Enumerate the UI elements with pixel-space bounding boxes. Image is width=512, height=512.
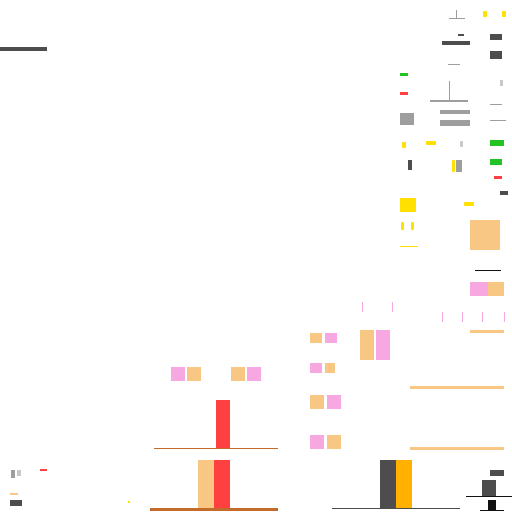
dark-block-icon <box>490 51 502 59</box>
yellow-marker-icon <box>483 11 487 17</box>
yellow-block <box>400 198 416 212</box>
gray-dot-icon <box>460 141 463 147</box>
orange-bar <box>396 460 412 508</box>
dark-shape-icon <box>490 470 504 476</box>
pink-widget <box>310 363 322 373</box>
tick-glyph <box>490 120 506 121</box>
peach-widget <box>310 395 324 409</box>
gray-box-icon <box>400 113 414 125</box>
peach-widget <box>325 363 335 373</box>
tick-glyph <box>490 104 502 105</box>
green-stack-icon <box>490 159 502 165</box>
yellow-marker-icon <box>426 141 436 145</box>
gray-icon <box>11 470 15 478</box>
red-bar <box>216 400 230 448</box>
pink-panel <box>470 282 488 296</box>
pink-widget <box>325 333 337 343</box>
yellow-marker-icon <box>464 202 474 206</box>
peach-panel <box>470 220 500 250</box>
gray-dot-icon <box>500 80 503 86</box>
baseline <box>154 448 278 449</box>
dark-shape-icon <box>482 480 496 496</box>
peach-bar <box>198 460 214 508</box>
pink-widget <box>310 435 324 449</box>
pink-tick <box>362 302 363 312</box>
baseline <box>332 508 460 509</box>
dark-mark-icon <box>10 500 22 506</box>
peach-swatch <box>231 367 245 381</box>
red-mark-icon <box>40 469 47 471</box>
red-mark-icon <box>400 92 408 95</box>
baseline <box>480 510 504 511</box>
peach-panel <box>488 282 504 296</box>
t-shape-glyph <box>430 100 468 102</box>
yellow-marker-icon <box>401 222 404 230</box>
yellow-dot-icon <box>128 501 130 503</box>
peach-widget <box>310 333 322 343</box>
tick-glyph <box>400 246 418 247</box>
tick-glyph <box>449 18 465 19</box>
t-shape-glyph <box>449 81 450 101</box>
gray-bar-glyph <box>440 120 470 126</box>
pink-swatch <box>247 367 261 381</box>
yellow-marker-icon <box>411 222 414 230</box>
gray-icon <box>17 470 21 476</box>
peach-swatch <box>187 367 201 381</box>
dark-mark-icon <box>500 191 508 195</box>
baseline <box>466 496 512 497</box>
pink-widget <box>327 395 341 409</box>
peach-widget <box>327 435 341 449</box>
gray-stack-icon <box>456 160 462 172</box>
pink-tick <box>482 312 483 322</box>
pink-tall <box>376 330 390 360</box>
separator-line <box>475 270 501 271</box>
pink-swatch <box>171 367 185 381</box>
dark-bar <box>380 460 396 508</box>
peach-tall <box>360 330 374 360</box>
dark-block-icon <box>442 41 470 45</box>
yellow-marker-icon <box>452 160 455 172</box>
green-stack-icon <box>490 140 504 146</box>
gray-stack-icon <box>408 160 412 170</box>
dark-block-icon <box>490 34 502 40</box>
pink-tick <box>504 312 505 322</box>
peach-mark-icon <box>10 493 18 495</box>
baseline <box>150 508 278 511</box>
tick-glyph <box>456 10 457 18</box>
peach-strip <box>410 447 504 450</box>
yellow-marker-icon <box>402 142 406 148</box>
tick-glyph <box>448 64 460 65</box>
peach-strip <box>470 330 504 333</box>
dark-shape-icon <box>488 500 496 510</box>
yellow-marker-icon <box>502 11 506 17</box>
peach-strip <box>410 386 504 389</box>
pink-tick <box>462 312 463 322</box>
pink-tick <box>392 302 393 312</box>
dark-block-icon <box>458 34 464 36</box>
red-bar <box>214 460 230 508</box>
top-left-bar <box>0 47 47 51</box>
gray-bar-glyph <box>440 110 470 114</box>
red-mark-icon <box>494 176 502 179</box>
pink-tick <box>442 312 443 322</box>
green-mark-icon <box>400 73 408 76</box>
